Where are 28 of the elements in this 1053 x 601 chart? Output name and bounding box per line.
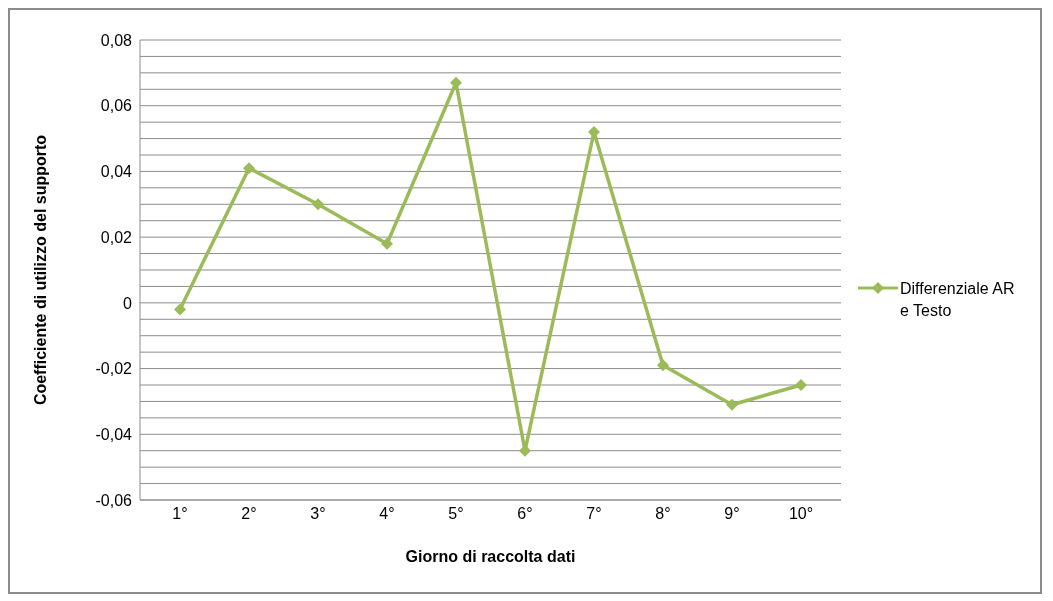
point — [795, 379, 807, 391]
point — [174, 303, 186, 316]
y-axis-title: Coefficiente di utilizzo del supporto — [31, 134, 49, 406]
y-tick-label: -0,04 — [95, 425, 133, 443]
y-tick-label: 0,02 — [100, 228, 133, 246]
legend-label: Differenziale AR e Testo — [900, 279, 1016, 321]
y-tick-label: 0,08 — [100, 31, 133, 49]
x-axis-title: Giorno di raccolta dati — [405, 548, 576, 565]
x-tick-label: 2° — [241, 505, 257, 523]
x-tick-label: 4° — [379, 505, 395, 523]
x-tick-label: 1° — [172, 505, 188, 523]
point — [381, 237, 393, 250]
x-tick-label: 3° — [310, 505, 326, 523]
y-tick-label: -0,06 — [95, 491, 133, 509]
y-tick-label: -0,02 — [95, 360, 133, 378]
point — [312, 198, 324, 211]
x-tick-label: 5° — [448, 505, 464, 523]
x-tick-label: 9° — [724, 505, 740, 523]
x-tick-label: 10° — [788, 505, 814, 523]
y-tick-label: 0 — [123, 294, 133, 312]
point — [726, 398, 738, 411]
point — [657, 359, 669, 372]
x-tick-label: 7° — [586, 505, 602, 523]
point — [243, 162, 255, 175]
x-tick-label: 6° — [517, 505, 533, 523]
y-tick-label: 0,04 — [100, 163, 133, 181]
x-tick-label: 8° — [655, 505, 671, 523]
y-tick-label: 0,06 — [100, 97, 133, 115]
